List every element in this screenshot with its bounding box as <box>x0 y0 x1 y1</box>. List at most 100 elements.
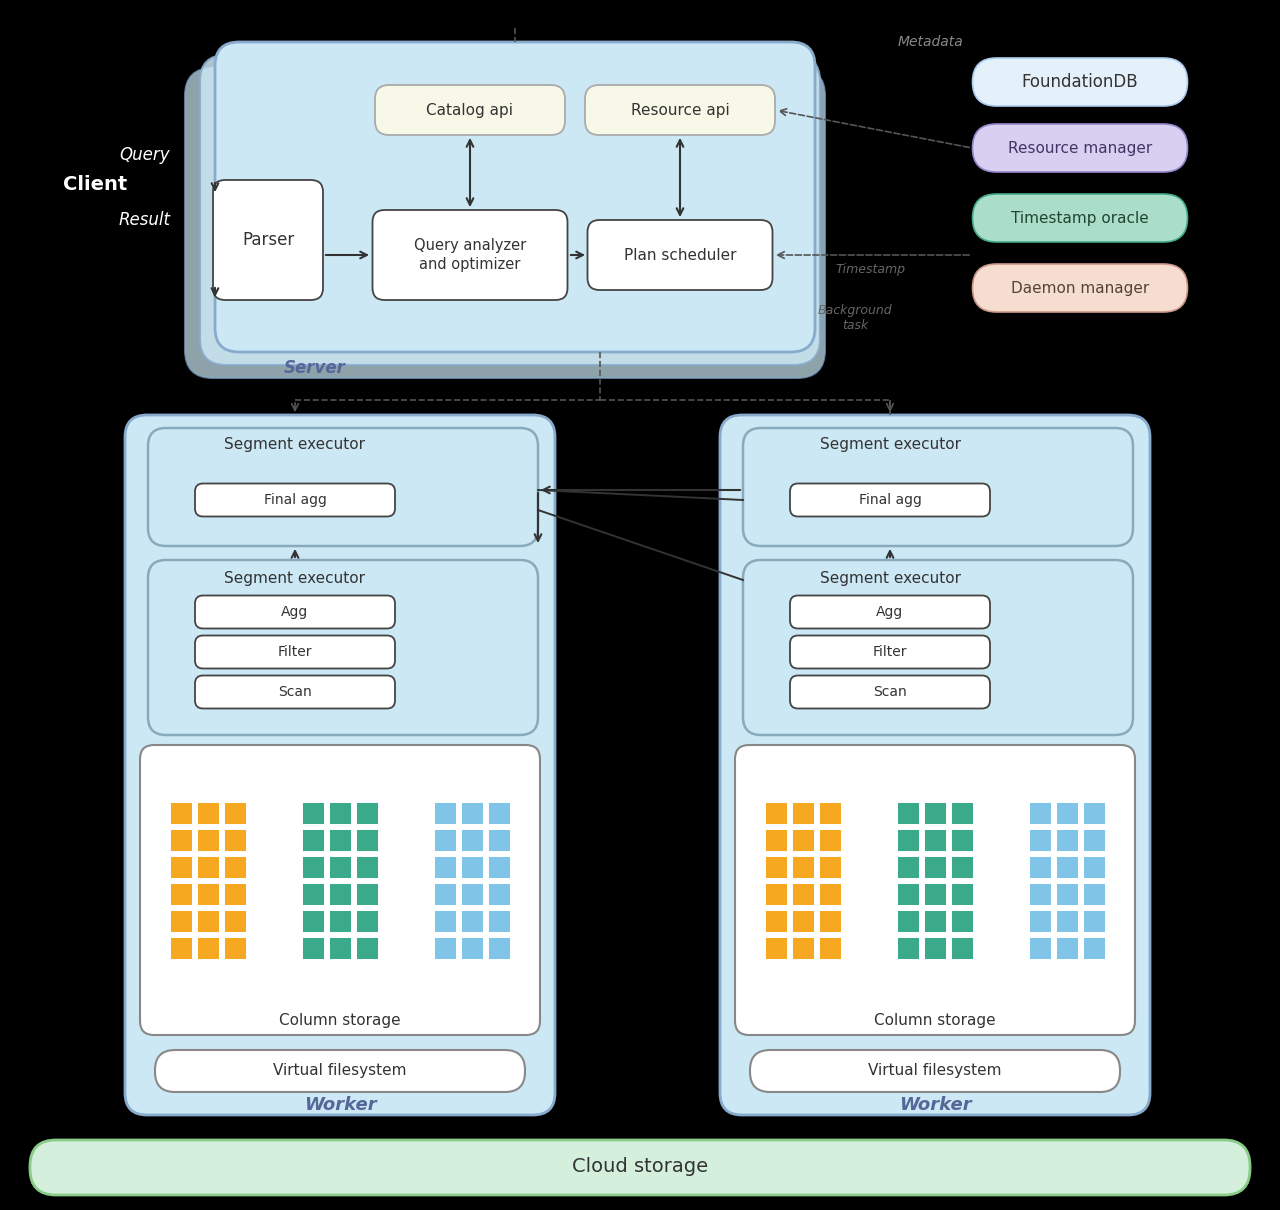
Bar <box>924 801 946 824</box>
Bar <box>765 801 787 824</box>
FancyBboxPatch shape <box>372 211 567 300</box>
Bar <box>329 882 351 905</box>
Bar <box>329 855 351 877</box>
Bar <box>356 829 378 851</box>
FancyBboxPatch shape <box>155 1050 525 1091</box>
Bar <box>461 882 483 905</box>
Text: Catalog api: Catalog api <box>426 103 513 117</box>
Bar <box>1083 855 1105 877</box>
Bar <box>1029 937 1051 958</box>
Bar <box>819 937 841 958</box>
FancyBboxPatch shape <box>750 1050 1120 1091</box>
Bar <box>461 855 483 877</box>
Bar <box>434 937 456 958</box>
FancyBboxPatch shape <box>790 675 989 709</box>
Text: Cloud storage: Cloud storage <box>572 1158 708 1176</box>
Bar <box>1056 855 1078 877</box>
Bar <box>897 882 919 905</box>
Bar <box>302 801 324 824</box>
Bar <box>819 855 841 877</box>
Text: Worker: Worker <box>899 1096 972 1114</box>
Bar <box>224 937 246 958</box>
Bar <box>1083 882 1105 905</box>
Text: Timestamp: Timestamp <box>835 264 905 277</box>
FancyBboxPatch shape <box>148 560 538 734</box>
Bar <box>897 855 919 877</box>
Text: FoundationDB: FoundationDB <box>1021 73 1138 91</box>
Text: Agg: Agg <box>877 605 904 620</box>
FancyBboxPatch shape <box>195 675 396 709</box>
FancyBboxPatch shape <box>719 415 1149 1114</box>
Bar <box>329 829 351 851</box>
Bar <box>329 801 351 824</box>
Bar <box>488 910 509 932</box>
Bar <box>819 882 841 905</box>
Bar <box>302 937 324 958</box>
FancyBboxPatch shape <box>140 745 540 1035</box>
FancyBboxPatch shape <box>973 194 1188 242</box>
Bar <box>1029 882 1051 905</box>
Text: Timestamp oracle: Timestamp oracle <box>1011 211 1149 225</box>
Bar <box>302 855 324 877</box>
Bar <box>197 882 219 905</box>
Bar <box>819 801 841 824</box>
FancyBboxPatch shape <box>790 635 989 668</box>
Text: Segment executor: Segment executor <box>224 570 366 586</box>
Bar <box>224 910 246 932</box>
Bar <box>170 855 192 877</box>
Bar <box>1083 937 1105 958</box>
Bar <box>924 882 946 905</box>
Bar <box>897 829 919 851</box>
FancyBboxPatch shape <box>742 428 1133 546</box>
Text: Metadata: Metadata <box>897 35 963 48</box>
Bar <box>461 829 483 851</box>
Bar <box>951 910 973 932</box>
Text: Daemon manager: Daemon manager <box>1011 281 1149 295</box>
Bar <box>765 829 787 851</box>
Text: Column storage: Column storage <box>279 1013 401 1027</box>
Bar <box>1056 801 1078 824</box>
Text: Final agg: Final agg <box>264 492 326 507</box>
Bar <box>765 937 787 958</box>
FancyBboxPatch shape <box>790 484 989 517</box>
Bar <box>170 937 192 958</box>
Text: Segment executor: Segment executor <box>819 438 960 453</box>
Bar <box>951 855 973 877</box>
Bar <box>792 801 814 824</box>
FancyBboxPatch shape <box>195 484 396 517</box>
Bar <box>224 882 246 905</box>
Bar <box>1056 829 1078 851</box>
Bar <box>170 882 192 905</box>
FancyBboxPatch shape <box>195 595 396 628</box>
Bar <box>897 937 919 958</box>
Bar <box>924 829 946 851</box>
Bar <box>356 801 378 824</box>
FancyBboxPatch shape <box>375 85 564 136</box>
FancyBboxPatch shape <box>973 58 1188 106</box>
Bar <box>170 829 192 851</box>
FancyBboxPatch shape <box>588 220 773 290</box>
Text: Result: Result <box>119 211 172 229</box>
Text: Query: Query <box>120 146 170 165</box>
Bar <box>1029 855 1051 877</box>
Bar <box>488 801 509 824</box>
Bar <box>434 855 456 877</box>
Bar <box>765 882 787 905</box>
FancyBboxPatch shape <box>195 635 396 668</box>
FancyBboxPatch shape <box>186 68 826 378</box>
Bar <box>329 910 351 932</box>
Bar <box>356 937 378 958</box>
Text: Segment executor: Segment executor <box>224 438 366 453</box>
Bar <box>197 937 219 958</box>
Bar <box>488 829 509 851</box>
Bar <box>170 801 192 824</box>
Bar <box>792 910 814 932</box>
Text: Resource api: Resource api <box>631 103 730 117</box>
Text: Query analyzer
and optimizer: Query analyzer and optimizer <box>413 237 526 272</box>
Text: Filter: Filter <box>873 645 908 659</box>
Text: Scan: Scan <box>278 685 312 699</box>
Bar <box>951 801 973 824</box>
Text: Background
task: Background task <box>818 304 892 332</box>
Bar <box>792 882 814 905</box>
Bar <box>302 910 324 932</box>
